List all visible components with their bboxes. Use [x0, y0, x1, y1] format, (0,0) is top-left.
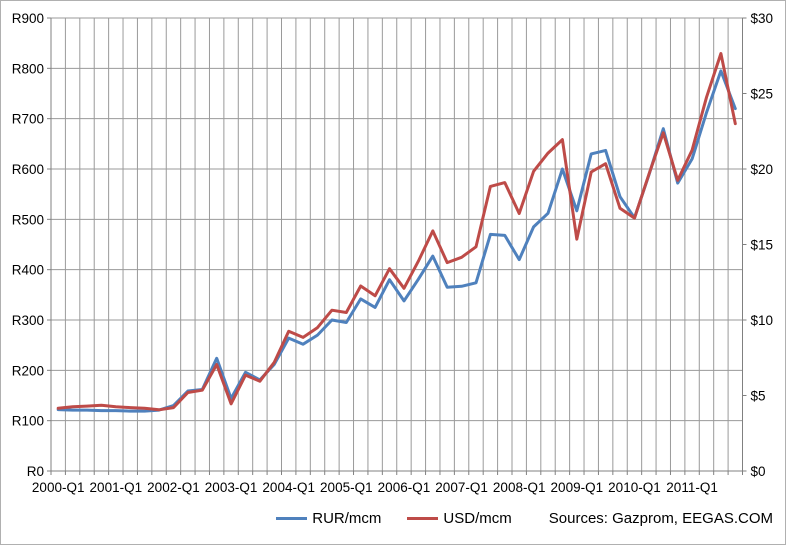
- left-axis-tick-label: R900: [12, 11, 44, 26]
- right-axis-tick-label: $15: [751, 238, 774, 253]
- legend-item-rur: RUR/mcm: [276, 510, 381, 527]
- left-axis-tick-label: R600: [12, 162, 44, 177]
- right-axis-tick-label: $10: [751, 313, 774, 328]
- x-axis-tick-label: 2006-Q1: [378, 480, 431, 495]
- x-axis-tick-label: 2010-Q1: [608, 480, 661, 495]
- left-axis-tick-label: R500: [12, 212, 44, 227]
- left-axis-tick-label: R700: [12, 112, 44, 127]
- x-axis-tick-label: 2005-Q1: [320, 480, 373, 495]
- left-axis-tick-label: R0: [27, 464, 44, 479]
- left-axis-tick-label: R800: [12, 61, 44, 76]
- right-axis-tick-label: $25: [751, 87, 774, 102]
- legend-label-rur: RUR/mcm: [312, 509, 382, 527]
- price-chart-plot: R0 R100 R200 R300 R400 R500 R600 R700 R800 R900 $0…: [12, 11, 774, 495]
- left-axis-tick-label: R400: [12, 263, 44, 278]
- left-axis-tick-label: R300: [12, 313, 44, 328]
- x-axis-tick-label: 2003-Q1: [205, 480, 258, 495]
- right-axis-tick-label: $0: [751, 464, 766, 479]
- legend-label-usd: USD/mcm: [443, 509, 512, 527]
- x-axis-tick-label: 2002-Q1: [147, 480, 200, 495]
- right-axis-tick-label: $5: [751, 389, 766, 404]
- x-axis-tick-label: 2008-Q1: [493, 480, 546, 495]
- chart-footer: RUR/mcm USD/mcm Sources: Gazprom, EEGAS.…: [1, 505, 785, 535]
- right-axis-tick-label: $20: [751, 162, 774, 177]
- sources-note: Sources: Gazprom, EEGAS.COM: [548, 509, 773, 527]
- chart-legend: RUR/mcm USD/mcm: [1, 505, 785, 531]
- x-axis-tick-label: 2009-Q1: [551, 480, 604, 495]
- series-line-rur-mcm: [56, 69, 737, 413]
- x-axis-tick-label: 2007-Q1: [435, 480, 488, 495]
- usd-line-swatch-icon: [407, 516, 439, 520]
- x-axis-tick-label: 2004-Q1: [262, 480, 315, 495]
- left-axis-tick-label: R100: [12, 414, 44, 429]
- rur-line-swatch-icon: [276, 516, 308, 520]
- left-axis-tick-label: R200: [12, 363, 44, 378]
- series-line-usd-mcm: [56, 52, 737, 412]
- x-axis-tick-label: 2001-Q1: [90, 480, 143, 495]
- legend-item-usd: USD/mcm: [407, 509, 512, 527]
- x-axis-tick-label: 2011-Q1: [666, 480, 718, 495]
- right-axis-tick-label: $30: [751, 11, 774, 26]
- x-axis-tick-label: 2000-Q1: [32, 480, 85, 495]
